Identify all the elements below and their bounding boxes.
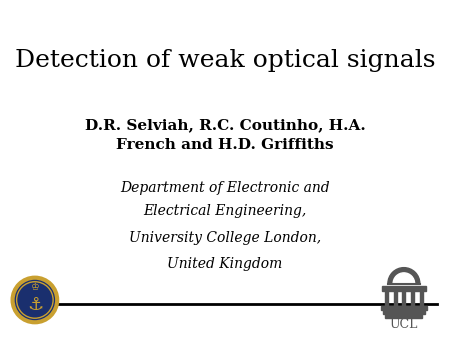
Text: UCL: UCL bbox=[390, 318, 418, 331]
Wedge shape bbox=[393, 273, 414, 284]
Bar bbox=[383, 310, 425, 314]
Text: D.R. Selviah, R.C. Coutinho, H.A.
French and H.D. Griffiths: D.R. Selviah, R.C. Coutinho, H.A. French… bbox=[85, 118, 365, 152]
Circle shape bbox=[13, 278, 57, 322]
Bar bbox=[402, 291, 405, 309]
Text: Electrical Engineering,: Electrical Engineering, bbox=[144, 204, 306, 218]
Bar bbox=[382, 286, 426, 291]
Bar bbox=[411, 291, 414, 309]
Wedge shape bbox=[388, 268, 420, 284]
Text: ⚓: ⚓ bbox=[27, 295, 43, 314]
Text: ♔: ♔ bbox=[31, 282, 39, 292]
Bar bbox=[419, 291, 423, 309]
Text: University College London,: University College London, bbox=[129, 231, 321, 245]
Text: United Kingdom: United Kingdom bbox=[167, 257, 283, 271]
Bar bbox=[381, 306, 427, 310]
Bar bbox=[394, 291, 397, 309]
Text: Department of Electronic and: Department of Electronic and bbox=[120, 180, 330, 195]
Text: Detection of weak optical signals: Detection of weak optical signals bbox=[15, 49, 435, 72]
Bar bbox=[386, 314, 422, 318]
Bar bbox=[385, 291, 388, 309]
